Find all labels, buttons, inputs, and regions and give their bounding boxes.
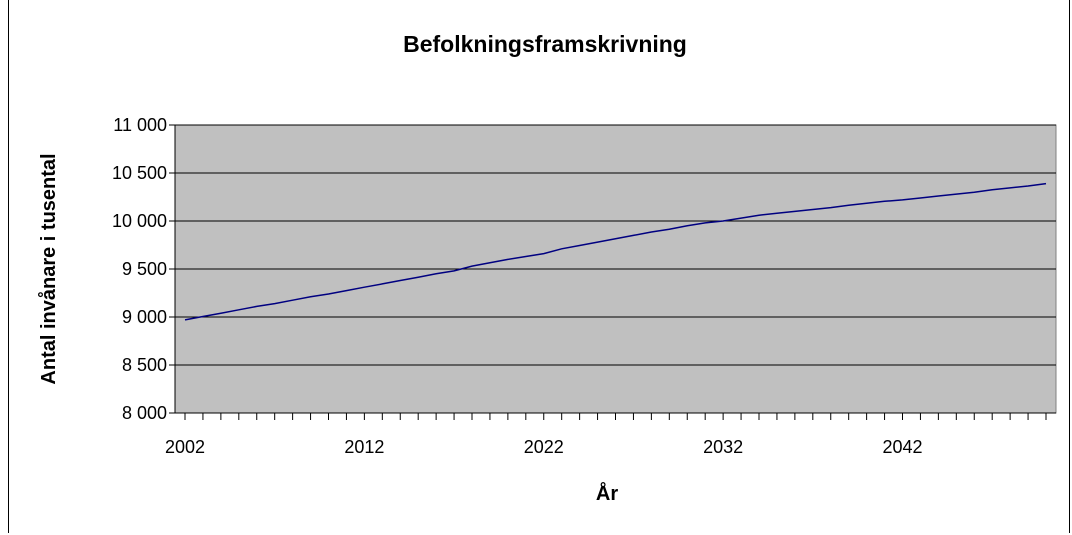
y-tick-label: 11 000 — [113, 115, 167, 135]
x-tick-label: 2042 — [882, 437, 922, 457]
y-tick-label: 10 000 — [112, 211, 167, 231]
series-line — [184, 182, 1047, 321]
x-tick-label: 2022 — [524, 437, 564, 457]
y-tick-label: 8 500 — [122, 355, 167, 375]
chart-frame — [8, 0, 1070, 533]
y-tick-label: 8 000 — [122, 403, 167, 423]
x-axis: 2002 2012 2022 2032 2042 — [165, 412, 1056, 457]
x-tick-label: 2032 — [703, 437, 743, 457]
x-axis-title: År — [596, 481, 618, 505]
y-tick-label: 10 500 — [112, 163, 167, 183]
x-tick-label: 2012 — [344, 437, 384, 457]
x-tick-label: 2002 — [165, 437, 205, 457]
y-tick-label: 9 000 — [122, 307, 167, 327]
y-axis: 8 000 8 500 9 000 9 500 10 000 10 500 11 000 — [112, 115, 176, 423]
y-axis-title: Antal invånare i tusental — [37, 153, 60, 384]
y-tick-label: 9 500 — [122, 259, 167, 279]
chart-title: Befolkningsframskrivning — [403, 31, 687, 57]
